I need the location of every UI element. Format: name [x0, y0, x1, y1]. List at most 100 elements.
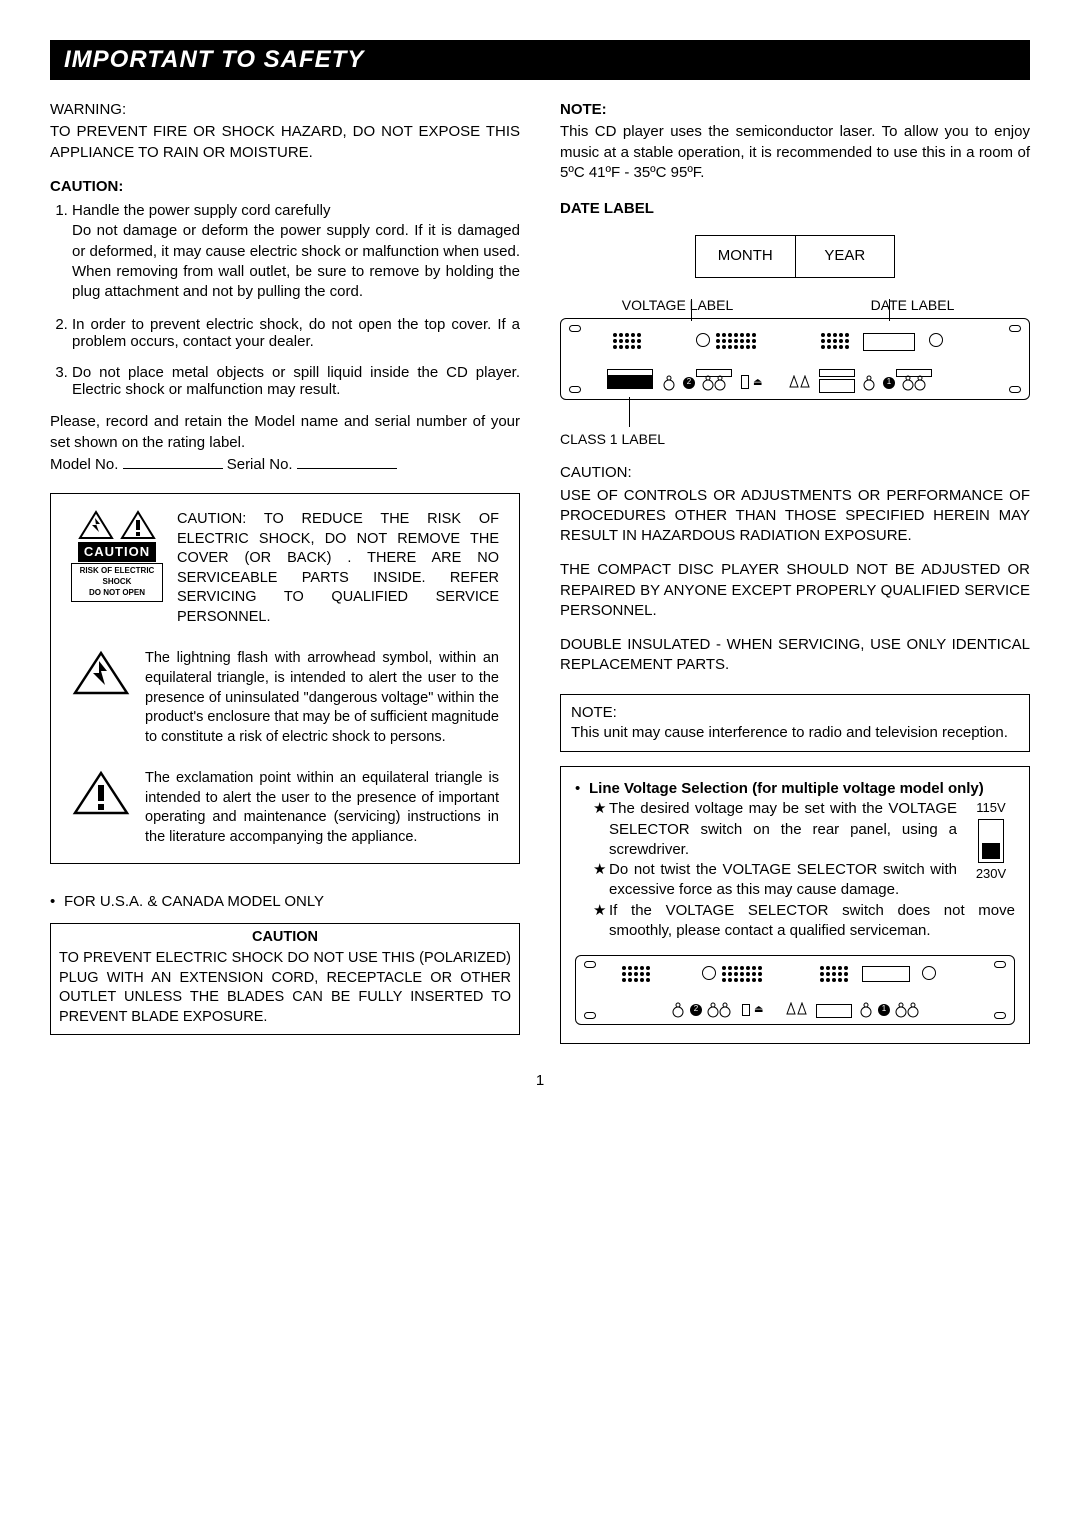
screw-icon — [584, 1012, 596, 1019]
port-icon — [858, 1002, 874, 1018]
double-triangle-icon — [789, 375, 811, 389]
vent-dots-icon — [821, 333, 849, 349]
content-columns: WARNING: TO PREVENT FIRE OR SHOCK HAZARD… — [50, 100, 1030, 1044]
date-rating-label — [862, 966, 910, 982]
caution-icon-subbox: RISK OF ELECTRIC SHOCK DO NOT OPEN — [71, 563, 163, 601]
pointer-line — [629, 397, 630, 427]
caution-item-1-body: Do not damage or deform the power supply… — [72, 221, 520, 302]
model-no-label: Model No. — [50, 456, 118, 473]
lv-s2: Do not twist the VOLTAGE SELECTOR switch… — [609, 860, 957, 901]
pointer-line — [691, 299, 692, 321]
connector-icon — [702, 966, 716, 980]
exclaim-explain: The exclamation point within an equilate… — [71, 769, 499, 847]
lv-s3: If the VOLTAGE SELECTOR switch does not … — [609, 901, 1015, 942]
double-triangle-icon — [786, 1002, 808, 1016]
date-label-heading: DATE LABEL — [560, 199, 1030, 219]
caution-heading: CAUTION: — [50, 177, 520, 197]
screw-icon — [1009, 325, 1021, 332]
marker-2: 2 — [690, 1004, 702, 1016]
caution-item-3: Do not place metal objects or spill liqu… — [72, 364, 520, 398]
model-no-blank — [123, 468, 223, 469]
left-column: WARNING: TO PREVENT FIRE OR SHOCK HAZARD… — [50, 100, 520, 1044]
page-number: 1 — [50, 1072, 1030, 1089]
note-heading: NOTE: — [560, 100, 1030, 120]
port-icon — [661, 375, 677, 391]
switch-icon — [741, 375, 749, 389]
connector-icon — [922, 966, 936, 980]
connector-icon — [696, 333, 710, 347]
plug-caution-head: CAUTION — [51, 924, 519, 948]
port-icon — [670, 1002, 686, 1018]
marker-1: 1 — [883, 377, 895, 389]
exclaim-text: The exclamation point within an equilate… — [145, 769, 499, 847]
plug-caution-body: TO PREVENT ELECTRIC SHOCK DO NOT USE THI… — [51, 947, 519, 1033]
caution-list: Handle the power supply cord carefully D… — [50, 201, 520, 398]
port-icon — [861, 375, 877, 391]
caution-item-1-head: Handle the power supply cord carefully — [72, 201, 520, 221]
screw-icon — [1009, 386, 1021, 393]
small-label-icon — [696, 369, 732, 377]
vent-dots-icon — [622, 966, 650, 982]
class1-label-icon — [607, 375, 653, 389]
vent-dots-icon — [716, 333, 756, 349]
small-label-icon — [896, 369, 932, 377]
rear-panel-diagram-2: 2 ⏏ 1 — [575, 955, 1015, 1025]
rca-icon — [901, 375, 927, 391]
v230-label: 230V — [967, 865, 1015, 883]
caution-label-small — [819, 379, 855, 393]
serial-no-blank — [297, 468, 397, 469]
lightning-triangle-icon — [71, 649, 131, 697]
lightning-text: The lightning flash with arrowhead symbo… — [145, 649, 499, 747]
voltage-switch-icon — [978, 819, 1004, 863]
year-label: YEAR — [796, 236, 895, 276]
screw-icon — [994, 1012, 1006, 1019]
cd-adjust-text: THE COMPACT DISC PLAYER SHOULD NOT BE AD… — [560, 560, 1030, 621]
caution-item-1: Handle the power supply cord carefully D… — [72, 201, 520, 302]
lightning-explain: The lightning flash with arrowhead symbo… — [71, 649, 499, 747]
small-label-icon — [819, 369, 855, 377]
connector-icon — [929, 333, 943, 347]
note2-body: This unit may cause interference to radi… — [571, 723, 1019, 743]
serial-no-label: Serial No. — [227, 456, 293, 473]
model-serial-line: Model No. Serial No. — [50, 455, 520, 475]
caution3-body: USE OF CONTROLS OR ADJUSTMENTS OR PERFOR… — [560, 486, 1030, 547]
rca-icon — [894, 1002, 920, 1018]
caution-icon-label: CAUTION — [78, 542, 156, 562]
plug-caution-box: CAUTION TO PREVENT ELECTRIC SHOCK DO NOT… — [50, 923, 520, 1035]
class1-label-text: CLASS 1 LABEL — [560, 430, 1030, 449]
warning-body: TO PREVENT FIRE OR SHOCK HAZARD, DO NOT … — [50, 122, 520, 163]
date-label-text: DATE LABEL — [795, 296, 1030, 315]
caution3-head: CAUTION: — [560, 463, 1030, 483]
voltage-selector-diagram: 115V 230V — [967, 799, 1015, 882]
date-rating-label — [863, 333, 915, 351]
note-body: This CD player uses the semiconductor la… — [560, 122, 1030, 183]
vent-dots-icon — [613, 333, 641, 349]
usa-note: •FOR U.S.A. & CANADA MODEL ONLY — [50, 892, 520, 912]
rca-icon — [706, 1002, 732, 1018]
usa-note-text: FOR U.S.A. & CANADA MODEL ONLY — [64, 892, 324, 912]
note2-head: NOTE: — [571, 703, 1019, 723]
right-column: NOTE: This CD player uses the semiconduc… — [560, 100, 1030, 1044]
double-insulated-text: DOUBLE INSULATED - WHEN SERVICING, USE O… — [560, 635, 1030, 676]
marker-1: 1 — [878, 1004, 890, 1016]
caution-label-small — [816, 1004, 852, 1018]
caution-sub1: RISK OF ELECTRIC SHOCK — [74, 566, 160, 588]
exclamation-triangle-icon — [71, 769, 131, 817]
lightning-triangle-icon — [78, 510, 114, 540]
exclamation-triangle-icon — [120, 510, 156, 540]
record-text: Please, record and retain the Model name… — [50, 412, 520, 453]
page-title: IMPORTANT TO SAFETY — [50, 40, 1030, 80]
screw-icon — [569, 386, 581, 393]
screw-icon — [584, 961, 596, 968]
v115-label: 115V — [967, 799, 1015, 817]
month-label: MONTH — [696, 236, 796, 276]
screw-icon — [994, 961, 1006, 968]
voltage-label: VOLTAGE LABEL — [560, 296, 795, 315]
switch-icon — [742, 1004, 750, 1016]
pointer-line — [889, 299, 890, 321]
lv-s1: The desired voltage may be set with the … — [609, 799, 957, 860]
caution-sub2: DO NOT OPEN — [74, 588, 160, 599]
small-label-icon — [607, 369, 653, 377]
lv-heading: Line Voltage Selection (for multiple vol… — [589, 779, 984, 799]
warning-heading: WARNING: — [50, 100, 520, 120]
